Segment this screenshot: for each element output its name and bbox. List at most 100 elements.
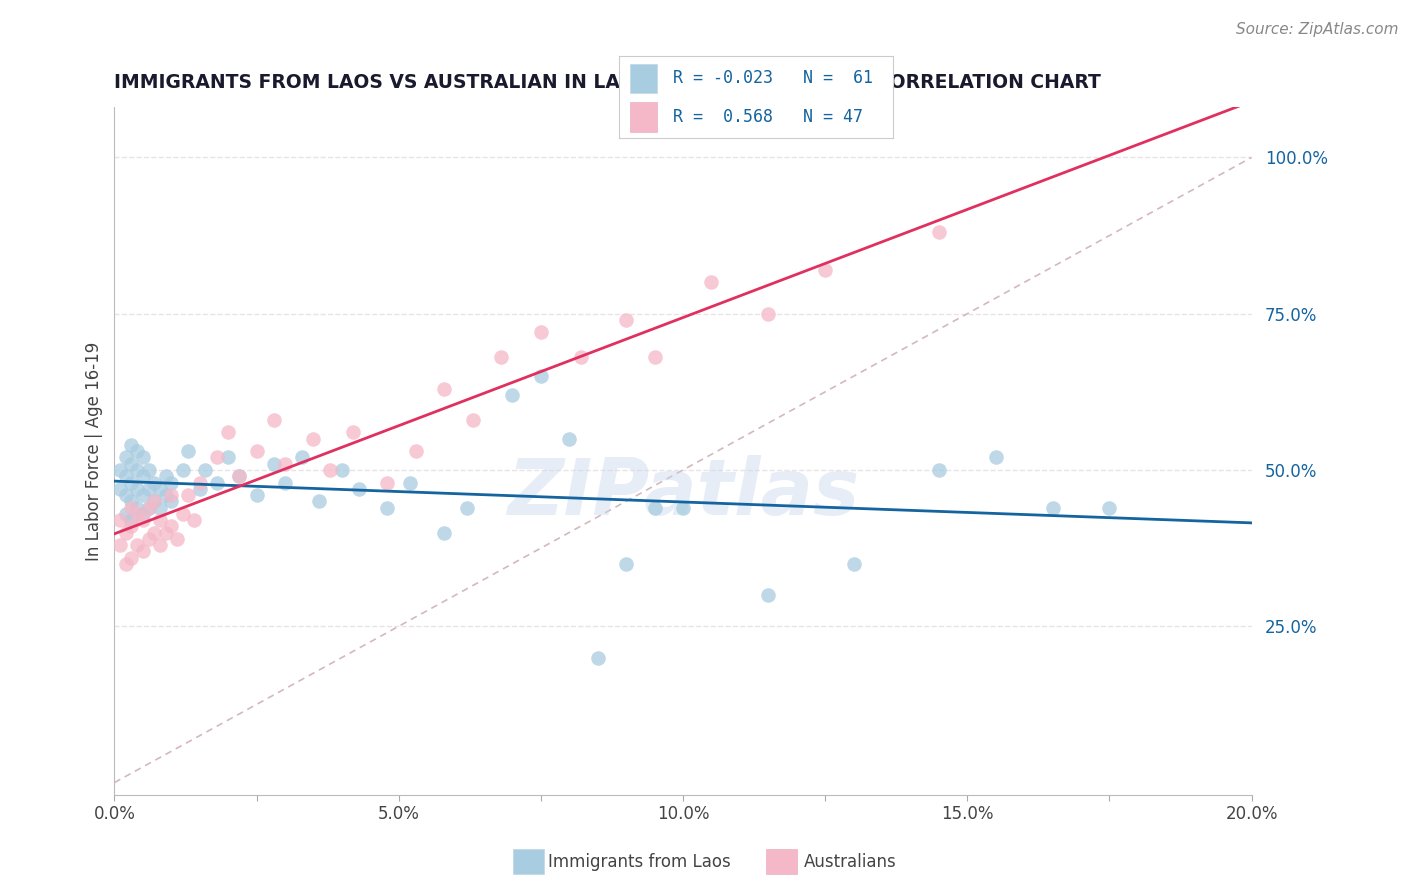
- Point: [132, 488, 155, 502]
- Point: [138, 500, 160, 515]
- Point: [114, 450, 136, 465]
- Point: [114, 525, 136, 540]
- Text: Australians: Australians: [804, 853, 897, 871]
- Point: [188, 475, 211, 490]
- Point: [108, 482, 131, 496]
- Point: [121, 475, 143, 490]
- Point: [121, 500, 143, 515]
- Point: [405, 444, 427, 458]
- Point: [274, 475, 297, 490]
- Point: [375, 475, 398, 490]
- Point: [127, 444, 149, 458]
- Point: [700, 276, 723, 290]
- Point: [614, 313, 637, 327]
- Point: [814, 263, 837, 277]
- Point: [155, 525, 177, 540]
- Point: [160, 519, 183, 533]
- Point: [302, 432, 325, 446]
- Text: Source: ZipAtlas.com: Source: ZipAtlas.com: [1236, 22, 1399, 37]
- Point: [160, 488, 183, 502]
- Point: [614, 557, 637, 571]
- Point: [121, 519, 143, 533]
- Point: [138, 482, 160, 496]
- Point: [1098, 500, 1121, 515]
- Point: [127, 507, 149, 521]
- Point: [205, 475, 228, 490]
- Text: R =  0.568   N = 47: R = 0.568 N = 47: [673, 108, 863, 126]
- Point: [127, 463, 149, 477]
- Point: [108, 513, 131, 527]
- Point: [461, 413, 484, 427]
- Point: [263, 457, 285, 471]
- Point: [501, 388, 523, 402]
- Point: [155, 488, 177, 502]
- Text: Immigrants from Laos: Immigrants from Laos: [548, 853, 731, 871]
- Point: [984, 450, 1007, 465]
- Point: [177, 488, 200, 502]
- Point: [756, 307, 779, 321]
- Point: [160, 494, 183, 508]
- Point: [245, 488, 267, 502]
- Point: [108, 463, 131, 477]
- Point: [586, 650, 609, 665]
- Point: [132, 507, 155, 521]
- Point: [132, 469, 155, 483]
- Point: [569, 351, 592, 365]
- Point: [149, 500, 172, 515]
- Bar: [630, 63, 657, 93]
- Point: [489, 351, 512, 365]
- Point: [114, 469, 136, 483]
- Point: [558, 432, 581, 446]
- Point: [433, 525, 456, 540]
- Point: [194, 463, 217, 477]
- Point: [132, 450, 155, 465]
- Bar: [630, 103, 657, 132]
- Point: [114, 488, 136, 502]
- Point: [166, 532, 188, 546]
- Point: [644, 500, 666, 515]
- Point: [149, 482, 172, 496]
- Point: [291, 450, 314, 465]
- Point: [842, 557, 865, 571]
- Y-axis label: In Labor Force | Age 16-19: In Labor Force | Age 16-19: [86, 342, 103, 561]
- Point: [121, 550, 143, 565]
- Point: [121, 513, 143, 527]
- Point: [155, 469, 177, 483]
- Point: [149, 513, 172, 527]
- Point: [530, 369, 553, 384]
- Point: [143, 525, 166, 540]
- Point: [121, 438, 143, 452]
- Point: [177, 444, 200, 458]
- Point: [756, 588, 779, 602]
- Point: [121, 494, 143, 508]
- Point: [143, 494, 166, 508]
- Point: [342, 425, 364, 440]
- Point: [228, 469, 250, 483]
- Point: [330, 463, 353, 477]
- Text: R = -0.023   N =  61: R = -0.023 N = 61: [673, 70, 873, 87]
- Point: [108, 538, 131, 552]
- Point: [188, 482, 211, 496]
- Point: [228, 469, 250, 483]
- Point: [138, 463, 160, 477]
- Point: [114, 557, 136, 571]
- Point: [399, 475, 422, 490]
- Point: [138, 500, 160, 515]
- Point: [217, 425, 239, 440]
- Point: [114, 507, 136, 521]
- Point: [456, 500, 478, 515]
- Point: [530, 326, 553, 340]
- Point: [143, 494, 166, 508]
- Point: [644, 351, 666, 365]
- Point: [138, 532, 160, 546]
- Point: [217, 450, 239, 465]
- Point: [205, 450, 228, 465]
- Point: [347, 482, 370, 496]
- Point: [172, 463, 194, 477]
- Point: [319, 463, 342, 477]
- Text: IMMIGRANTS FROM LAOS VS AUSTRALIAN IN LABOR FORCE | AGE 16-19 CORRELATION CHART: IMMIGRANTS FROM LAOS VS AUSTRALIAN IN LA…: [114, 73, 1101, 93]
- Point: [127, 482, 149, 496]
- Point: [245, 444, 267, 458]
- Point: [143, 475, 166, 490]
- Point: [928, 226, 950, 240]
